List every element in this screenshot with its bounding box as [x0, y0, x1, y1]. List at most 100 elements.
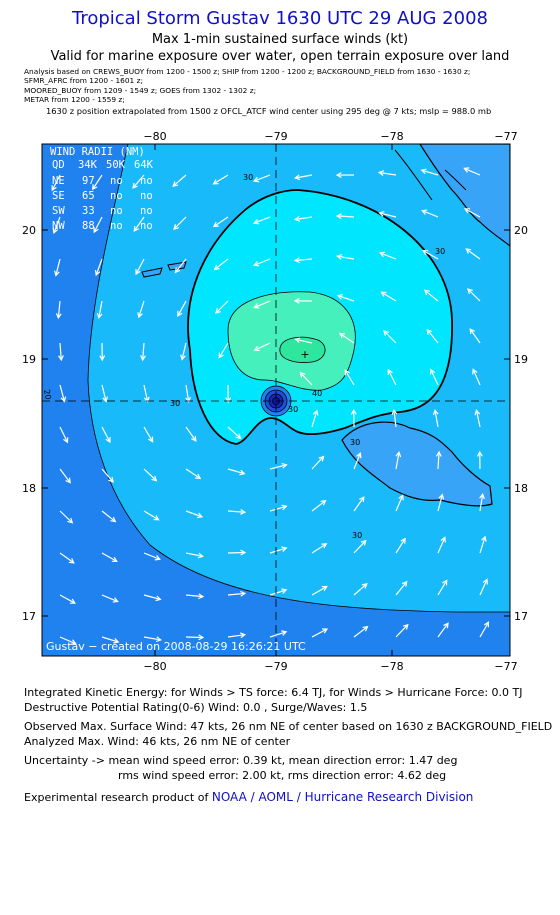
noaa-link[interactable]: NOAA / AOML / Hurricane Research Divisio…	[211, 790, 474, 804]
lat-tick-left: 19	[22, 353, 36, 366]
wind-arrow-head	[111, 556, 118, 563]
wind-arrow	[59, 342, 62, 360]
wind-arrow	[143, 426, 154, 442]
contour-label: 30	[243, 173, 253, 182]
wind-arrow	[143, 384, 149, 402]
wind-arrow-head	[463, 208, 471, 214]
wind-arrow-head	[65, 477, 71, 484]
wind-arrow	[479, 536, 486, 554]
wind-arrow	[464, 208, 481, 218]
wind-arrow	[437, 537, 446, 554]
wind-arrow	[214, 258, 229, 270]
wind-arrow	[101, 636, 119, 643]
wind-arrow-head	[336, 294, 343, 300]
wind-arrow-head	[135, 269, 141, 276]
wind-arrow	[395, 452, 400, 470]
wind-arrow-head	[225, 397, 232, 404]
wind-arrow-head	[338, 332, 345, 339]
wind-arrow	[311, 500, 326, 512]
svg-text:no: no	[110, 190, 123, 202]
wind-arrow	[181, 342, 187, 360]
svg-text:no: no	[140, 205, 153, 217]
lat-tick-left: 17	[22, 610, 36, 623]
wind-arrow	[59, 426, 69, 443]
wind-arrow	[142, 342, 145, 360]
wind-arrow-head	[465, 248, 472, 254]
wind-arrow	[395, 495, 404, 512]
wind-arrow-head	[60, 396, 67, 403]
svg-text:QD: QD	[52, 159, 65, 171]
wind-arrow-head	[321, 543, 328, 549]
analysis-line-3: MOORED_BUOY from 1209 - 1549 z; GOES fro…	[24, 86, 257, 95]
wind-arrow	[138, 300, 145, 318]
lat-tick-left: 20	[22, 224, 36, 237]
lon-tick-top: −78	[380, 130, 403, 143]
wind-arrow-head	[63, 437, 69, 444]
wind-arrow-head	[133, 225, 139, 232]
lat-tick-right: 20	[514, 224, 528, 237]
wind-arrow-head	[359, 496, 365, 503]
land-cuba-detail	[394, 149, 467, 201]
wind-arrow-head	[362, 625, 369, 632]
wind-radii-title: WIND RADII (NM)	[50, 146, 145, 158]
svg-text:50K: 50K	[106, 159, 126, 171]
wind-arrow-head	[96, 312, 103, 319]
wind-arrow	[353, 626, 368, 638]
wind-arrow-head	[391, 408, 398, 415]
wind-arrow	[479, 494, 484, 512]
wind-arrow	[51, 174, 61, 191]
wind-arrow	[57, 300, 61, 318]
wind-arrow-head	[474, 409, 481, 416]
wind-arrow	[469, 328, 481, 344]
wind-arrow-head	[148, 436, 154, 443]
wind-arrow	[172, 174, 187, 187]
svg-text:no: no	[110, 205, 123, 217]
wind-arrow	[253, 258, 271, 266]
svg-text:no: no	[140, 175, 153, 187]
wind-arrow	[227, 426, 241, 439]
wind-arrow	[437, 494, 443, 512]
wind-arrow-head	[174, 267, 181, 274]
wind-arrow-head	[196, 512, 204, 519]
wind-arrow-head	[320, 499, 327, 506]
wind-arrow-head	[481, 535, 487, 542]
svg-text:no: no	[140, 220, 153, 232]
ike-line: Integrated Kinetic Energy: for Winds > T…	[24, 686, 523, 699]
wind-arrow-head	[335, 213, 342, 220]
contour-label: 30	[350, 438, 360, 447]
wind-arrow-head	[213, 264, 220, 271]
wind-arrow-head	[429, 368, 436, 375]
wind-arrow	[185, 552, 203, 557]
wind-arrow-head	[281, 462, 288, 469]
wind-arrow-head	[356, 452, 362, 459]
wind-arrow	[269, 547, 287, 554]
band-45kt	[279, 336, 326, 363]
wind-arrow-head	[154, 555, 161, 561]
svg-text:SW: SW	[52, 205, 65, 217]
wind-arrow-head	[155, 595, 162, 602]
lon-tick-top: −79	[264, 130, 287, 143]
wind-arrow	[143, 594, 161, 600]
wind-arrow	[143, 552, 161, 560]
wind-arrow-head	[240, 549, 247, 556]
wind-arrow	[59, 552, 75, 564]
wind-arrow-head	[58, 355, 64, 362]
wind-arrow-head	[173, 224, 180, 230]
svg-text:65: 65	[82, 190, 95, 202]
land-cayman-1	[141, 267, 163, 278]
wind-arrow	[311, 586, 328, 596]
wind-arrow-head	[253, 303, 260, 309]
wind-arrow	[95, 258, 103, 276]
wind-arrow	[143, 636, 161, 641]
wind-arrow-head	[235, 433, 242, 440]
wind-arrow-head	[293, 297, 300, 304]
contour-label: 30	[352, 531, 362, 540]
wind-arrow	[379, 212, 397, 218]
wind-arrow-head	[442, 579, 448, 586]
wind-arrow	[101, 552, 118, 562]
wind-arrow-head	[380, 291, 387, 297]
wind-arrow	[299, 372, 313, 386]
lon-tick-bottom: −80	[143, 660, 166, 673]
grid-center-lines	[42, 144, 510, 656]
wind-arrow	[218, 342, 229, 358]
